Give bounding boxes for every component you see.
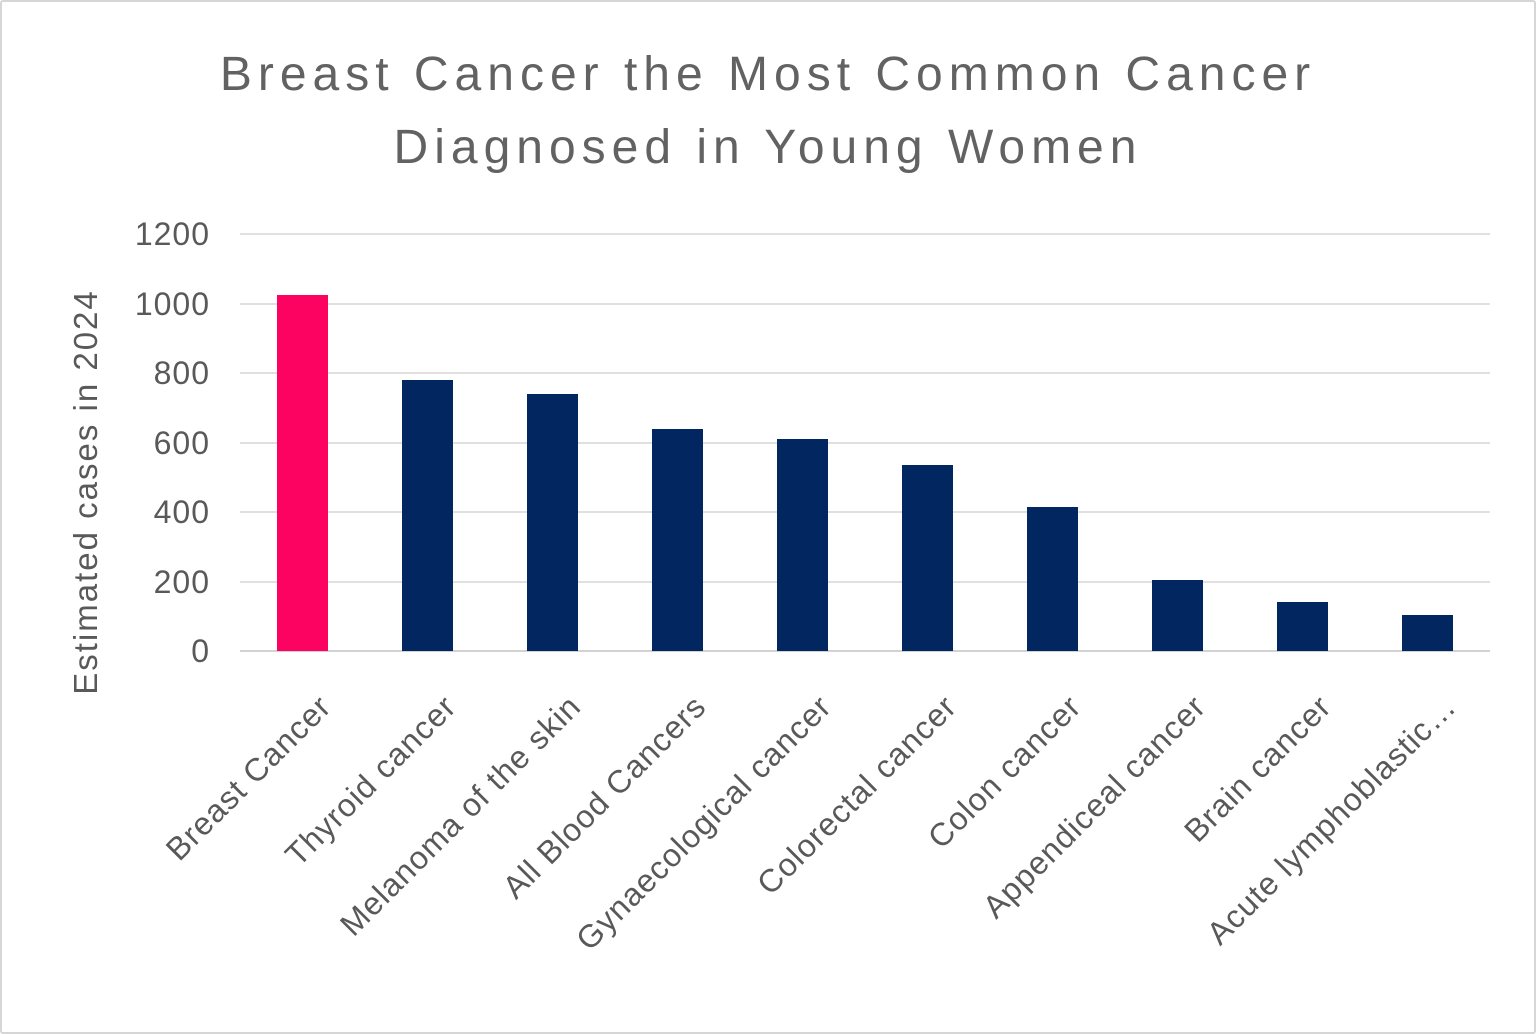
- x-tick-label-appendiceal-cancer: Appendiceal cancer: [976, 688, 1213, 925]
- x-tick-label-melanoma-of-the-skin: Melanoma of the skin: [333, 688, 588, 943]
- y-tick-label-200: 200: [153, 563, 210, 600]
- y-tick-label-400: 400: [153, 494, 210, 530]
- bar-breast-cancer: [277, 294, 328, 651]
- chart-title-line-2: Diagnosed in Young Women: [393, 121, 1143, 174]
- x-tick-label-gynaecological-cancer: Gynaecological cancer: [568, 688, 838, 958]
- bar-melanoma-of-the-skin: [527, 393, 578, 651]
- gridline-600: [240, 441, 1490, 444]
- bar-appendiceal-cancer: [1152, 579, 1203, 651]
- y-tick-label-600: 600: [153, 424, 210, 461]
- bar-colorectal-cancer: [902, 465, 953, 651]
- bar-acute-lymphoblastic: [1402, 614, 1453, 651]
- chart-title: Breast Cancer the Most Common Cancer Dia…: [2, 38, 1534, 184]
- gridline-800: [240, 372, 1490, 374]
- y-tick-label-800: 800: [153, 355, 210, 391]
- bar-thyroid-cancer: [402, 379, 453, 651]
- gridline-1000: [240, 302, 1490, 305]
- y-tick-label-0: 0: [191, 633, 210, 669]
- gridline-400: [240, 511, 1490, 513]
- gridline-0: [240, 650, 1490, 652]
- y-tick-label-1000: 1000: [134, 285, 210, 322]
- bar-gynaecological-cancer: [777, 439, 828, 651]
- y-tick-label-1200: 1200: [134, 216, 210, 252]
- chart-title-line-1: Breast Cancer the Most Common Cancer: [219, 48, 1317, 101]
- gridline-200: [240, 580, 1490, 583]
- bar-colon-cancer: [1027, 506, 1078, 651]
- bar-all-blood-cancers: [652, 428, 703, 651]
- x-tick-label-acute-lymphoblastic: Acute lymphoblastic…: [1199, 688, 1463, 952]
- gridline-1200: [240, 233, 1490, 235]
- bar-brain-cancer: [1277, 602, 1328, 651]
